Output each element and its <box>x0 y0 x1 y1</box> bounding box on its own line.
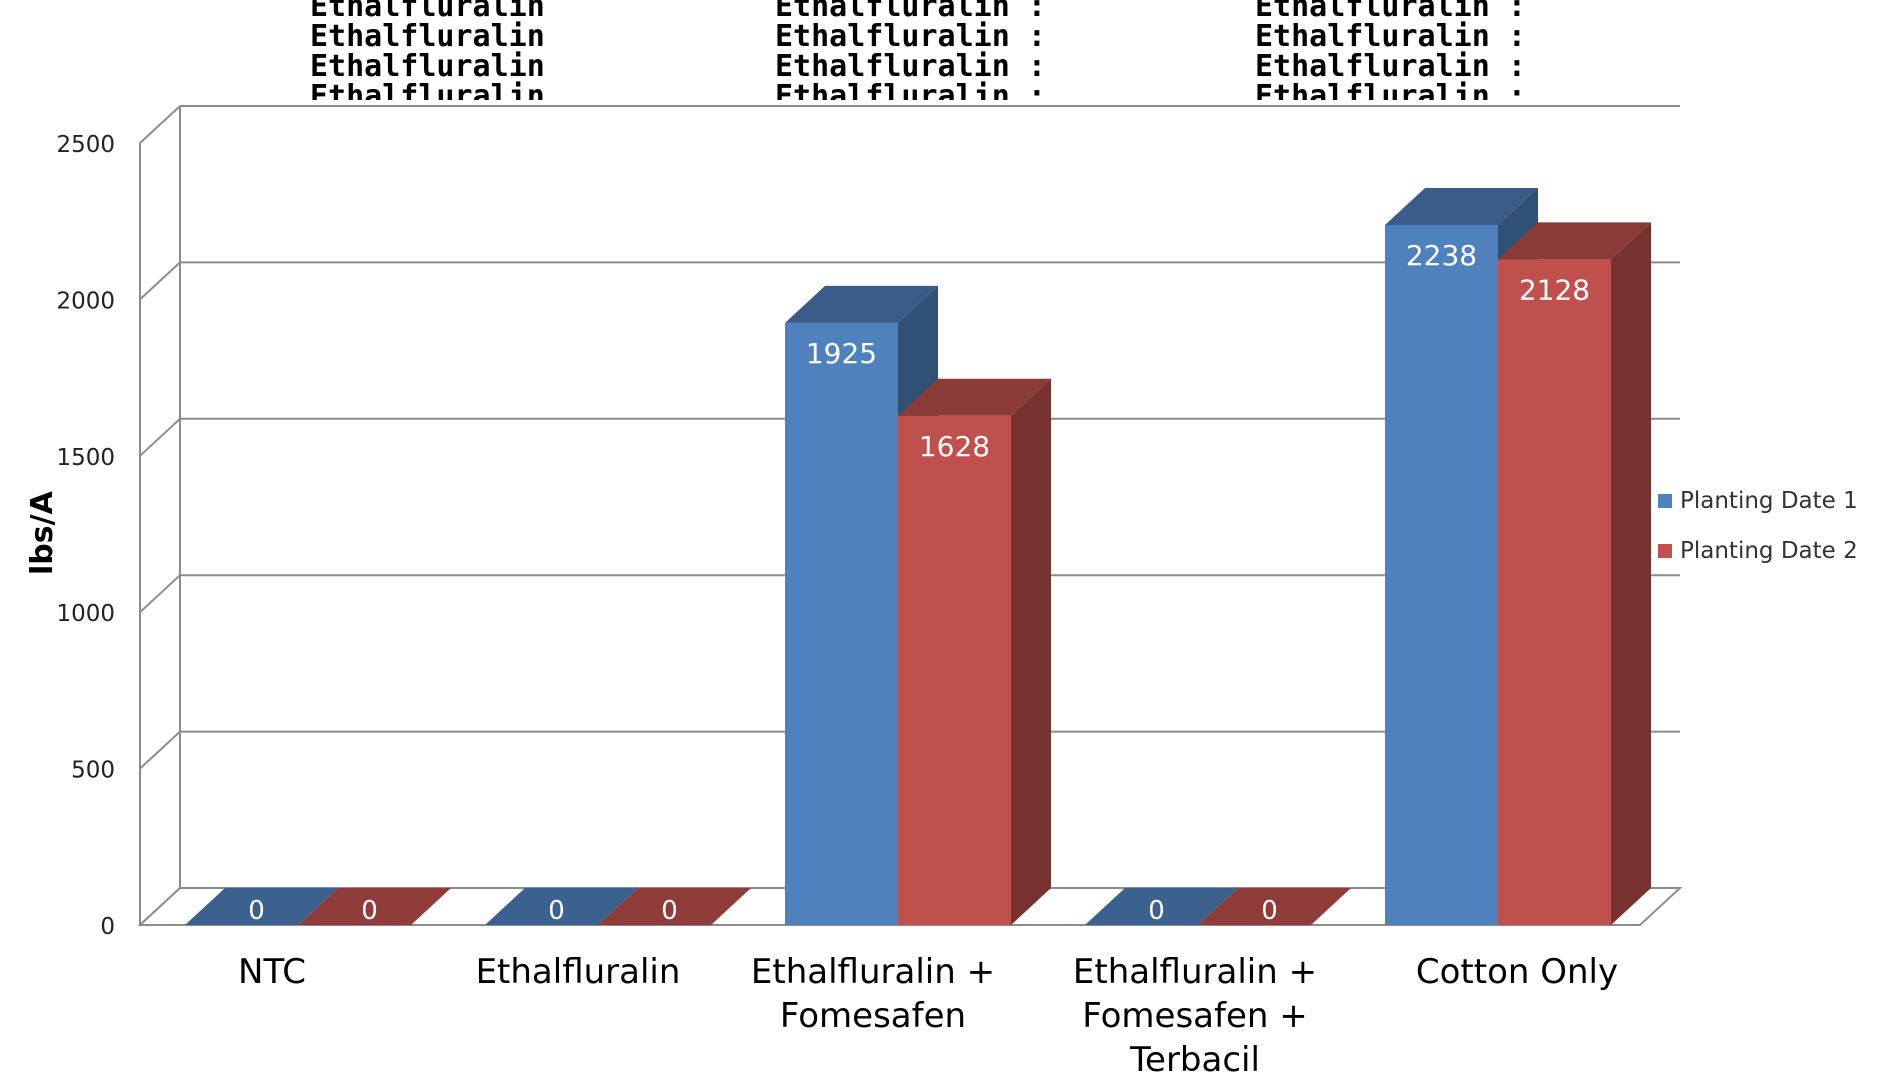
bar-front-4-0 <box>1385 224 1498 925</box>
bar-top-2-0 <box>785 285 938 323</box>
legend: Planting Date 1 Planting Date 2 <box>1658 476 1858 576</box>
top-clipped-label-0: Ethalfluralin Ethalfluralin Ethalflurali… <box>310 0 545 100</box>
grid-diagonal-500 <box>139 730 181 770</box>
bar-flat-1-0 <box>485 888 638 925</box>
x-tick-label-1: Ethalfluralin <box>475 952 681 992</box>
grid-diagonal-1000 <box>139 574 181 613</box>
legend-item-date-2: Planting Date 2 <box>1658 526 1858 576</box>
bar-flat-0-0 <box>185 888 338 925</box>
data-label-1-1: 0 <box>661 896 678 926</box>
y-tick-label-1000: 1000 <box>56 601 115 627</box>
bar-top-4-0 <box>1385 187 1538 225</box>
bar-front-4-1 <box>1498 259 1611 926</box>
data-label-3-0: 0 <box>1148 896 1165 926</box>
grid-diagonal-2000 <box>139 261 181 301</box>
y-axis-label: lbs/A <box>25 491 60 575</box>
bar-top-4-1 <box>1498 222 1651 260</box>
bar-side-4-1 <box>1611 222 1651 926</box>
bar-flat-1-1 <box>598 888 751 925</box>
data-label-2-0: 1925 <box>806 337 877 370</box>
bar-flat-3-0 <box>1085 888 1238 925</box>
x-tick-label-0: NTC <box>238 952 306 992</box>
bar-flat-3-1 <box>1198 888 1351 925</box>
legend-swatch-date-2 <box>1658 544 1672 558</box>
data-label-4-0: 2238 <box>1406 239 1477 272</box>
bar-front-2-0 <box>785 322 898 925</box>
legend-label-date-2: Planting Date 2 <box>1680 538 1858 564</box>
grid-diagonal-1500 <box>139 418 181 457</box>
x-tick-label-4: Cotton Only <box>1415 952 1619 992</box>
top-clipped-label-1: Ethalfluralin : Ethalfluralin : Ethalflu… <box>775 0 1046 100</box>
legend-item-date-1: Planting Date 1 <box>1658 476 1858 526</box>
bar-front-2-1 <box>898 415 1011 925</box>
y-tick-label-2500: 2500 <box>56 132 115 158</box>
legend-swatch-date-1 <box>1658 494 1672 508</box>
bar-side-2-1 <box>1011 378 1051 925</box>
data-label-4-1: 2128 <box>1519 273 1590 306</box>
y-tick-label-0: 0 <box>100 914 115 940</box>
data-label-0-1: 0 <box>361 896 378 926</box>
data-label-1-0: 0 <box>548 896 565 926</box>
top-clipped-label-2: Ethalfluralin : Ethalfluralin : Ethalflu… <box>1255 0 1526 100</box>
grid-diagonal-2500 <box>139 105 181 144</box>
y-tick-label-2000: 2000 <box>56 288 115 314</box>
data-label-3-1: 0 <box>1261 896 1278 926</box>
bar-top-2-1 <box>898 378 1051 416</box>
data-label-0-0: 0 <box>248 896 265 926</box>
legend-label-date-1: Planting Date 1 <box>1680 488 1858 514</box>
x-tick-label-3: Ethalfluralin + Fomesafen + Terbacil <box>1072 952 1318 1080</box>
bar-flat-0-1 <box>298 888 451 925</box>
y-tick-label-500: 500 <box>71 758 115 784</box>
y-tick-label-1500: 1500 <box>56 445 115 471</box>
data-label-2-1: 1628 <box>919 430 990 463</box>
x-tick-label-2: Ethalfluralin + Fomesafen <box>750 952 996 1036</box>
